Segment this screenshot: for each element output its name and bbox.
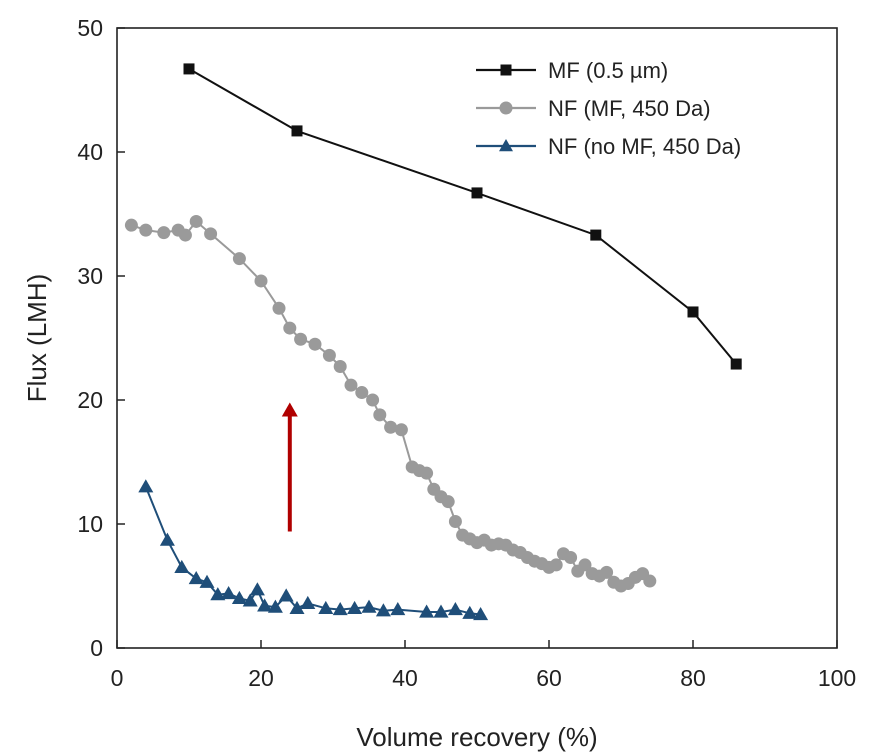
data-point [384, 420, 398, 434]
data-point [189, 214, 203, 228]
data-point [289, 600, 305, 614]
series-circle [124, 214, 657, 593]
series-line [131, 219, 651, 588]
x-tick-label: 100 [818, 665, 856, 691]
y-tick-label: 40 [77, 139, 103, 165]
x-tick-label: 80 [680, 665, 706, 691]
data-point [419, 604, 435, 618]
data-point [210, 587, 226, 601]
data-point [139, 223, 153, 237]
y-tick-label: 10 [77, 511, 103, 537]
legend-label: NF (no MF, 450 Da) [548, 134, 741, 159]
data-point [590, 229, 602, 241]
y-tick-label: 50 [77, 15, 103, 41]
data-point [332, 602, 348, 616]
data-point [355, 386, 369, 400]
data-point [322, 348, 336, 362]
legend-label: NF (MF, 450 Da) [548, 96, 711, 121]
data-point [471, 187, 483, 199]
data-point [643, 574, 657, 588]
series-line [144, 486, 481, 616]
y-tick-label: 30 [77, 263, 103, 289]
data-point [272, 301, 286, 315]
x-tick-label: 40 [392, 665, 418, 691]
data-point [318, 600, 334, 614]
data-point [448, 515, 462, 529]
data-point [249, 582, 265, 596]
data-point [294, 332, 308, 346]
data-point [433, 604, 449, 618]
x-axis-title: Volume recovery (%) [356, 722, 597, 752]
x-tick-label: 0 [111, 665, 124, 691]
data-point [600, 565, 614, 579]
annotation-layer [281, 402, 298, 532]
x-axis-ticks: 0 20 40 60 80 100 [111, 640, 856, 691]
data-point [178, 228, 192, 242]
plot-area-frame [116, 27, 838, 649]
legend-label: MF (0.5 µm) [548, 58, 668, 83]
data-point [473, 607, 489, 621]
data-point [687, 306, 699, 318]
data-point [174, 559, 190, 574]
data-point [390, 602, 406, 616]
data-point [420, 466, 434, 480]
data-point [375, 603, 391, 617]
series-triangle [138, 479, 489, 621]
y-tick-label: 20 [77, 387, 103, 413]
y-axis-title: Flux (LMH) [22, 274, 52, 403]
series-line [188, 68, 737, 365]
data-point [204, 227, 218, 241]
data-point [361, 599, 377, 613]
data-point [300, 595, 316, 609]
x-tick-label: 20 [248, 665, 274, 691]
data-point [283, 321, 297, 335]
data-point [199, 574, 215, 588]
red-arrow-head [281, 402, 298, 417]
y-axis-ticks: 0 10 20 30 40 50 [77, 15, 125, 661]
data-point [188, 571, 204, 585]
x-tick-label: 60 [536, 665, 562, 691]
data-point [124, 218, 138, 232]
data-point [578, 558, 592, 572]
data-point [730, 358, 742, 370]
series-square [183, 63, 742, 370]
legend-marker [499, 101, 513, 115]
data-point [232, 252, 246, 266]
data-point [254, 274, 268, 288]
legend-marker [499, 139, 513, 152]
data-point [441, 495, 455, 509]
data-point [278, 588, 294, 602]
legend: MF (0.5 µm) NF (MF, 450 Da) NF (no MF, 450… [476, 58, 741, 159]
data-point [333, 360, 347, 374]
data-point [138, 479, 154, 493]
data-point [291, 125, 303, 137]
data-point [157, 226, 171, 240]
series-layer [124, 63, 742, 621]
data-point [564, 550, 578, 564]
data-point [394, 423, 408, 437]
y-tick-label: 0 [90, 635, 103, 661]
data-point [366, 393, 380, 407]
data-point [231, 590, 247, 605]
data-point [221, 585, 237, 600]
data-point [373, 408, 387, 422]
data-point [344, 378, 358, 392]
data-point [242, 593, 258, 607]
data-point [462, 605, 478, 619]
data-point [347, 600, 363, 614]
legend-marker [500, 64, 512, 76]
data-point [267, 599, 283, 613]
data-point [159, 532, 175, 546]
data-point [549, 558, 563, 572]
data-point [257, 598, 273, 612]
data-point [308, 337, 322, 351]
data-point [447, 602, 463, 616]
data-point [183, 63, 195, 75]
